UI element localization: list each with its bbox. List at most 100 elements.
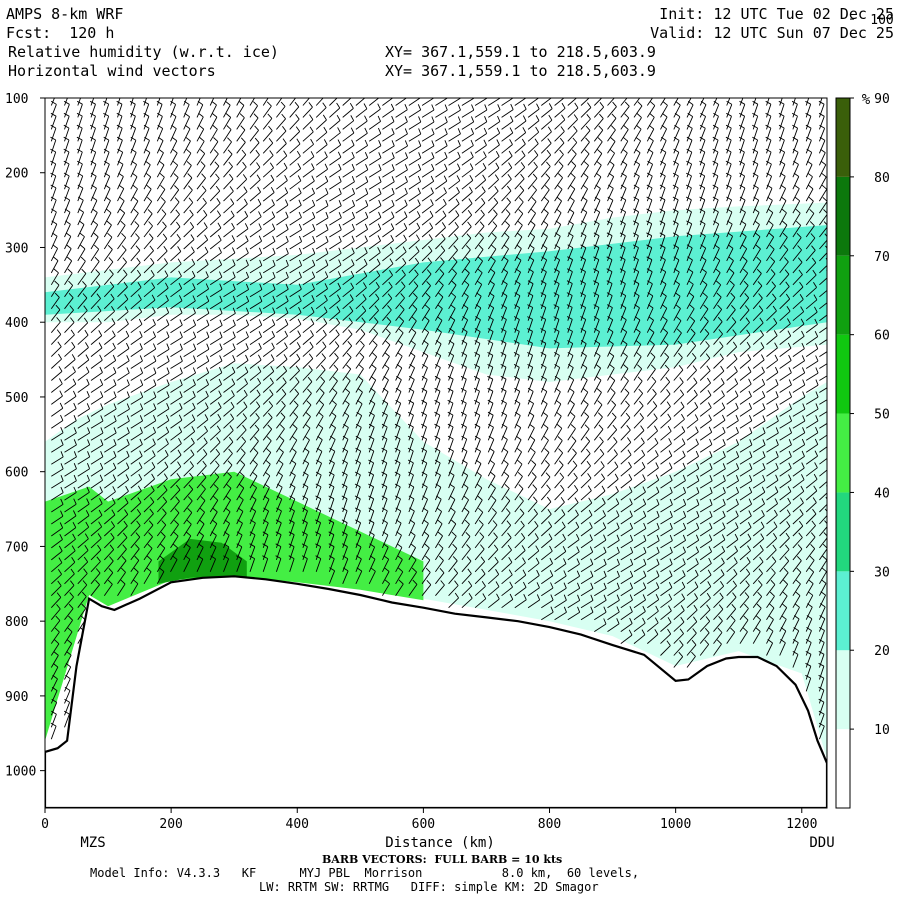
- wind-barb: [713, 451, 726, 465]
- wind-barb: [620, 425, 631, 441]
- wind-barb: [143, 367, 157, 381]
- wind-barb: [792, 269, 803, 286]
- wind-barb: [752, 378, 766, 393]
- wind-barb: [183, 161, 192, 178]
- wind-barb: [276, 354, 288, 369]
- wind-barb: [461, 304, 469, 321]
- wind-barb: [580, 352, 587, 369]
- wind-barb: [276, 211, 289, 226]
- wind-barb: [408, 164, 422, 178]
- wind-barb: [143, 282, 156, 298]
- wind-barb: [289, 342, 301, 357]
- wind-barb: [686, 340, 697, 357]
- wind-barb: [739, 568, 751, 585]
- wind-barb: [766, 184, 773, 202]
- wind-barb: [103, 281, 115, 298]
- wind-barb: [805, 269, 817, 286]
- wind-barb: [421, 316, 430, 333]
- wind-barb: [818, 662, 825, 680]
- wind-barb: [382, 187, 395, 202]
- wind-barb: [620, 570, 634, 585]
- wind-barb: [487, 556, 499, 573]
- wind-barb: [130, 124, 137, 142]
- wind-barb: [514, 256, 522, 274]
- wind-barb: [408, 567, 417, 585]
- wind-barb: [819, 245, 827, 262]
- wind-barb: [792, 579, 801, 596]
- wind-barb: [435, 210, 447, 226]
- wind-barb: [236, 283, 250, 298]
- wind-barb: [382, 246, 394, 262]
- wind-barb: [593, 160, 602, 178]
- wind-barb: [51, 463, 64, 477]
- wind-barb: [527, 435, 536, 453]
- plot-frame: [44, 97, 828, 809]
- wind-barb: [726, 427, 739, 441]
- wind-barb: [699, 98, 705, 106]
- wind-barb: [421, 222, 434, 238]
- wind-barb: [209, 555, 217, 572]
- wind-barb: [819, 446, 827, 453]
- wind-barb: [302, 400, 312, 417]
- wind-barb: [64, 615, 73, 632]
- wind-barb: [699, 377, 711, 393]
- wind-barb: [395, 387, 402, 405]
- wind-barb: [567, 521, 580, 537]
- wind-barb: [130, 257, 141, 274]
- wind-barb: [223, 295, 236, 310]
- wind-barb: [236, 495, 244, 513]
- wind-barb: [434, 364, 441, 381]
- wind-barb: [501, 197, 511, 214]
- wind-barb: [660, 522, 673, 537]
- wind-barb: [620, 98, 628, 106]
- wind-barb: [819, 282, 827, 298]
- wind-barb: [553, 316, 560, 333]
- wind-barb: [434, 447, 441, 465]
- wind-barb: [765, 148, 772, 166]
- wind-barb: [355, 282, 367, 298]
- wind-barb: [262, 412, 273, 429]
- wind-barb: [792, 160, 799, 178]
- wind-barb: [686, 604, 698, 621]
- wind-barb: [686, 401, 699, 417]
- wind-barb: [209, 425, 221, 441]
- wind-barb: [739, 615, 749, 632]
- wind-barb: [434, 459, 441, 477]
- wind-barb: [660, 628, 672, 644]
- wind-barb: [381, 376, 389, 393]
- wind-barb: [527, 411, 535, 429]
- wind-barb: [77, 305, 88, 322]
- y-tick-label: 600: [5, 466, 28, 481]
- wind-barb: [646, 160, 654, 178]
- wind-barb: [620, 400, 630, 417]
- wind-barb: [329, 400, 337, 417]
- wind-barb: [223, 307, 236, 322]
- wind-barb: [196, 234, 209, 250]
- wind-barb: [262, 448, 272, 465]
- wind-barb: [487, 387, 494, 405]
- wind-barb: [355, 340, 365, 357]
- wind-barb: [646, 196, 653, 214]
- wind-barb: [726, 390, 739, 405]
- wind-barb: [514, 209, 524, 226]
- wind-barb: [170, 209, 180, 226]
- wind-barb: [302, 376, 313, 393]
- wind-barb: [196, 307, 210, 322]
- wind-barb: [699, 365, 711, 381]
- colorbar-bin: [836, 571, 850, 651]
- wind-barb: [540, 460, 550, 477]
- wind-barb: [487, 340, 494, 357]
- wind-barb: [196, 543, 204, 561]
- wind-barb: [647, 522, 660, 537]
- wind-barb: [236, 401, 248, 417]
- wind-barb: [514, 399, 521, 417]
- wind-barb: [819, 567, 827, 585]
- wind-barb: [779, 281, 790, 298]
- barb-note: BARB VECTORS: FULL BARB = 10 kts: [322, 853, 563, 866]
- wind-barb: [646, 208, 653, 226]
- wind-barb: [461, 495, 469, 513]
- wind-barb: [276, 389, 287, 405]
- wind-barb: [633, 292, 640, 309]
- wind-barb: [50, 256, 59, 274]
- wind-barb: [620, 328, 628, 345]
